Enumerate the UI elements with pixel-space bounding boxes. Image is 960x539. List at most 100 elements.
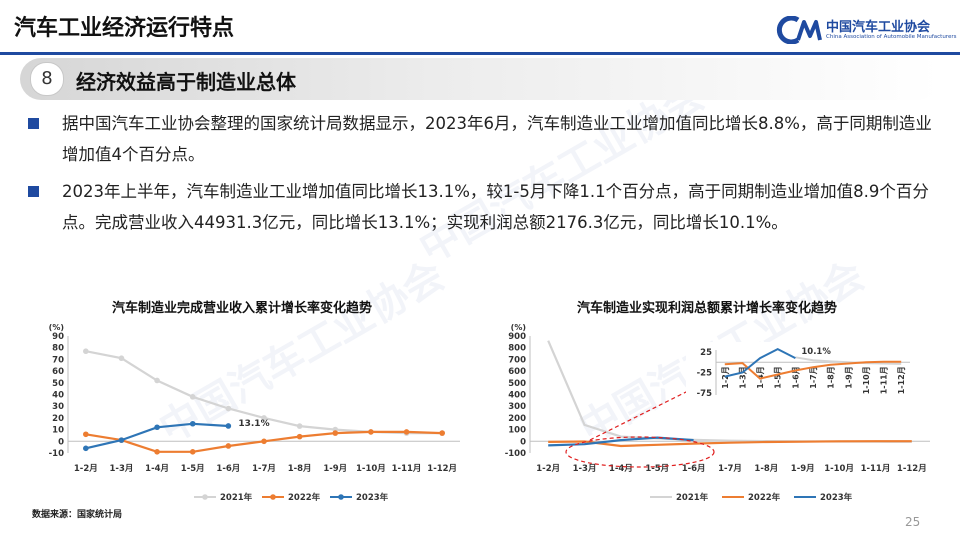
y-tick-label: 50 bbox=[52, 379, 64, 389]
y-tick-label: 10 bbox=[52, 426, 64, 436]
y-tick-label: 40 bbox=[52, 391, 64, 401]
data-source: 数据来源：国家统计局 bbox=[32, 510, 123, 520]
legend-marker bbox=[338, 494, 344, 500]
series-2022-point bbox=[439, 430, 445, 436]
legend-label: 2023年 bbox=[820, 492, 853, 503]
x-tick-label: 1-3月 bbox=[110, 464, 134, 474]
series-2023-point bbox=[189, 420, 196, 427]
y-tick-label: 70 bbox=[52, 355, 64, 365]
bullet-item: 据中国汽车工业协会整理的国家统计局数据显示，2023年6月，汽车制造业工业增加值… bbox=[22, 108, 942, 170]
x-tick-label: 1-11月 bbox=[392, 464, 422, 474]
x-tick-label: 1-5月 bbox=[181, 464, 205, 474]
y-tick-label: 100 bbox=[508, 426, 526, 436]
y-tick-label: 400 bbox=[508, 391, 526, 401]
bullet-list: 据中国汽车工业协会整理的国家统计局数据显示，2023年6月，汽车制造业工业增加值… bbox=[22, 108, 942, 238]
series-2022-point bbox=[296, 433, 303, 440]
x-tick-label: 1-4月 bbox=[609, 464, 633, 474]
legend-marker bbox=[270, 494, 276, 500]
bullet-text: 据中国汽车工业协会整理的国家统计局数据显示，2023年6月，汽车制造业工业增加值… bbox=[62, 114, 932, 164]
inset-data-label: 10.1% bbox=[801, 347, 831, 357]
series-2022-point bbox=[189, 449, 196, 455]
y-tick-label: 60 bbox=[52, 367, 64, 377]
data-label: 13.1% bbox=[238, 419, 269, 429]
inset-x-tick-label: 1-11月 bbox=[880, 366, 889, 394]
series-2023-point bbox=[154, 424, 160, 431]
series-2022-point bbox=[332, 430, 339, 436]
inset-x-tick-label: 1-10月 bbox=[862, 366, 871, 394]
inset-y-tick-label: -25 bbox=[697, 369, 712, 379]
bullet-text: 2023年上半年，汽车制造业工业增加值同比增长13.1%，较1-5月下降1.1个… bbox=[62, 182, 929, 232]
inset-x-tick-label: 1-5月 bbox=[774, 366, 783, 388]
inset-x-tick-label: 1-7月 bbox=[809, 366, 818, 388]
legend-label: 2021年 bbox=[676, 492, 709, 503]
y-tick-label: 0 bbox=[58, 437, 64, 447]
series-2022-point bbox=[403, 429, 410, 435]
x-tick-label: 1-11月 bbox=[861, 464, 891, 474]
bullet-square-icon bbox=[28, 118, 39, 129]
x-tick-label: 1-2月 bbox=[74, 464, 98, 474]
y-tick-label: 80 bbox=[52, 344, 64, 354]
series-2023-line-inset bbox=[724, 347, 796, 378]
highlight-ellipse bbox=[565, 436, 715, 468]
y-tick-label: 200 bbox=[508, 414, 526, 424]
series-2021-point bbox=[189, 394, 196, 400]
y-axis-unit: (%) bbox=[49, 323, 64, 332]
page-number: 25 bbox=[905, 515, 921, 529]
x-tick-label: 1-6月 bbox=[216, 464, 240, 474]
bullet-item: 2023年上半年，汽车制造业工业增加值同比增长13.1%，较1-5月下降1.1个… bbox=[22, 176, 942, 238]
y-axis-unit: (%) bbox=[511, 323, 526, 332]
header: 汽车工业经济运行特点 中国汽车工业协会 China Association of… bbox=[0, 0, 960, 52]
header-divider bbox=[0, 52, 960, 55]
series-2022-point bbox=[368, 429, 374, 435]
series-2021-point bbox=[261, 415, 267, 421]
caam-logo-icon bbox=[776, 16, 822, 44]
legend-label: 2023年 bbox=[356, 492, 389, 503]
y-tick-label: -100 bbox=[505, 449, 526, 459]
page-title: 汽车工业经济运行特点 bbox=[14, 16, 235, 41]
y-tick-label: 600 bbox=[508, 367, 526, 377]
y-tick-label: 700 bbox=[508, 355, 526, 365]
chart-title: 汽车制造业实现利润总额累计增长率变化趋势 bbox=[576, 301, 837, 316]
x-tick-label: 1-4月 bbox=[145, 464, 169, 474]
x-tick-label: 1-3月 bbox=[573, 464, 597, 474]
legend-label: 2022年 bbox=[288, 492, 321, 503]
y-tick-label: 500 bbox=[508, 379, 526, 389]
inset-y-tick-label: -75 bbox=[697, 389, 712, 399]
x-tick-label: 1-10月 bbox=[356, 464, 386, 474]
series-2022-point bbox=[154, 449, 160, 455]
series-2021-point bbox=[154, 377, 160, 384]
x-tick-label: 1-2月 bbox=[536, 464, 560, 474]
x-tick-label: 1-7月 bbox=[252, 464, 276, 474]
series-2022-point bbox=[83, 431, 89, 438]
inset-x-tick-label: 1-6月 bbox=[791, 366, 800, 388]
series-2022-line-inset bbox=[724, 360, 902, 380]
y-tick-label: 300 bbox=[508, 402, 526, 412]
section-number: 8 bbox=[30, 62, 64, 96]
inset-x-tick-label: 1-9月 bbox=[844, 366, 853, 388]
series-2021-point bbox=[118, 355, 125, 362]
series-2021-line-inset bbox=[795, 356, 902, 365]
section-title: 经济效益高于制造业总体 bbox=[76, 70, 296, 94]
series-2021-point bbox=[296, 423, 303, 429]
logo-text-cn: 中国汽车工业协会 bbox=[826, 20, 931, 35]
x-tick-label: 1-7月 bbox=[718, 464, 742, 474]
logo: 中国汽车工业协会 China Association of Automobile… bbox=[776, 14, 956, 50]
series-2023-point bbox=[83, 445, 89, 452]
logo-text-en: China Association of Automobile Manufact… bbox=[826, 34, 957, 40]
series-2022-line bbox=[548, 440, 912, 448]
x-tick-label: 1-6月 bbox=[682, 464, 706, 474]
legend-label: 2021年 bbox=[220, 492, 253, 503]
inset-x-tick-label: 1-3月 bbox=[738, 366, 747, 388]
series-2023-point bbox=[225, 423, 232, 429]
series-2021-point bbox=[225, 405, 232, 412]
x-tick-label: 1-8月 bbox=[288, 464, 312, 474]
y-tick-label: -10 bbox=[49, 449, 64, 459]
y-tick-label: 30 bbox=[52, 402, 64, 412]
y-tick-label: 90 bbox=[52, 332, 64, 342]
inset-x-tick-label: 1-8月 bbox=[827, 366, 836, 388]
legend-label: 2022年 bbox=[748, 492, 781, 503]
x-tick-label: 1-8月 bbox=[754, 464, 778, 474]
inset-y-tick-label: 25 bbox=[700, 348, 712, 358]
